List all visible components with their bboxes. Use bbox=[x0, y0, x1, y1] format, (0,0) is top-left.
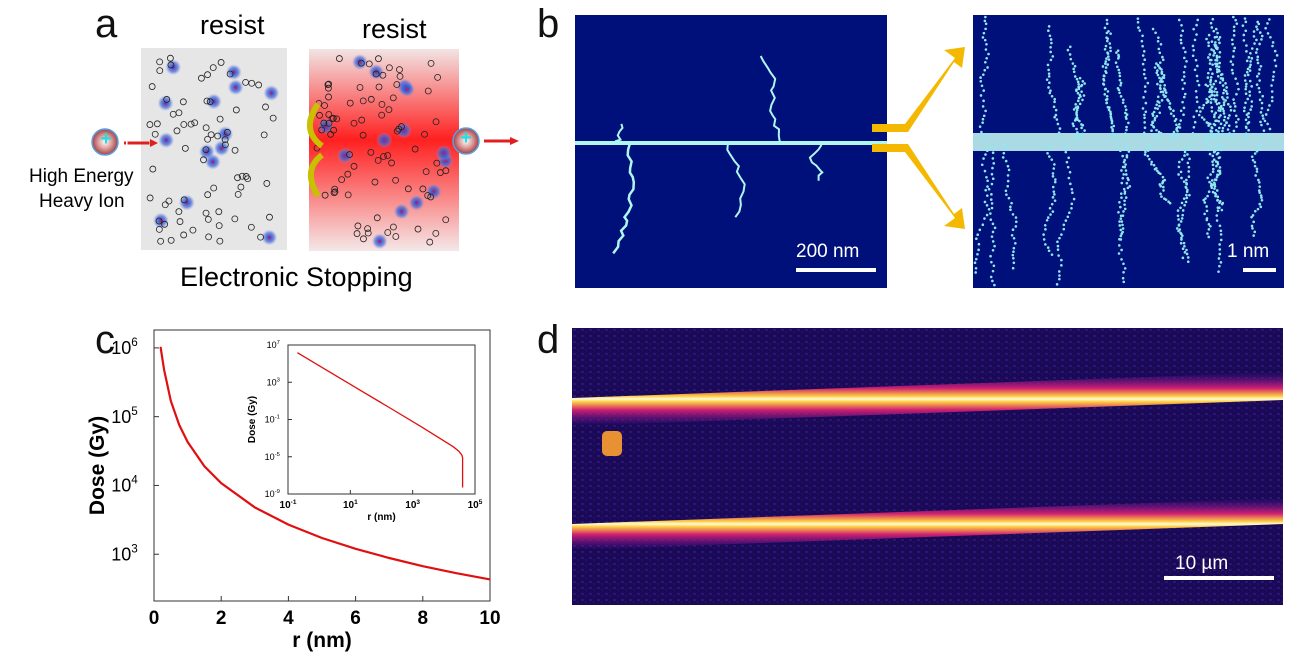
inset-ytick-label: 10-1 bbox=[265, 415, 280, 425]
inset-ylabel: Dose (Gy) bbox=[247, 396, 258, 443]
main-ytick-label: 103 bbox=[111, 542, 138, 564]
scale-label-1nm: 1 nm bbox=[1227, 241, 1270, 262]
scale-label-200nm: 200 nm bbox=[796, 241, 860, 262]
inset-ytick-label: 103 bbox=[267, 377, 280, 387]
main-xtick-label: 6 bbox=[350, 608, 361, 629]
panel-a-label: a bbox=[95, 2, 118, 46]
resist-box-right bbox=[309, 49, 459, 251]
main-xtick-label: 8 bbox=[418, 608, 429, 629]
scale-bar-10um bbox=[1164, 576, 1274, 580]
main-ytick-label: 105 bbox=[111, 405, 138, 427]
resist-label-left: resist bbox=[200, 10, 265, 40]
main-ytick-label: 104 bbox=[111, 474, 138, 496]
panel-b-label: b bbox=[537, 2, 560, 46]
zoom-arrows-icon bbox=[872, 47, 965, 229]
panel-c-label: c bbox=[95, 318, 115, 362]
main-plot-frame bbox=[153, 329, 491, 602]
electronic-stopping-caption: Electronic Stopping bbox=[180, 262, 413, 292]
inset-xlabel: r (nm) bbox=[367, 512, 395, 523]
inset-xtick-label: 105 bbox=[468, 499, 483, 511]
ion-plus-right: + bbox=[460, 127, 472, 149]
heavy-ion-icon-right bbox=[452, 127, 480, 155]
main-ylabel: Dose (Gy) bbox=[86, 416, 109, 515]
scale-bar-200nm bbox=[796, 268, 876, 272]
electronic-stopping-diagram bbox=[91, 48, 519, 251]
inset-series-dose bbox=[297, 352, 464, 488]
ion-label-line2: Heavy Ion bbox=[39, 191, 125, 212]
ion-plus-left: + bbox=[100, 128, 112, 150]
inset-xtick-label: 103 bbox=[405, 499, 420, 511]
inset-xtick-label: 101 bbox=[343, 499, 358, 511]
inset-ytick-label: 107 bbox=[267, 340, 280, 350]
resist-label-right: resist bbox=[362, 14, 427, 44]
main-series-dose bbox=[159, 346, 491, 581]
fluorescent-track-2 bbox=[572, 498, 1283, 550]
main-xlabel: r (nm) bbox=[292, 629, 352, 652]
scale-bar-1nm bbox=[1243, 268, 1276, 272]
main-xtick-label: 10 bbox=[479, 608, 500, 629]
heavy-ion-icon-left bbox=[91, 128, 119, 156]
panel-d-label: d bbox=[537, 318, 560, 362]
inset-ytick-label: 10-5 bbox=[265, 452, 280, 462]
ion-label-line1: High Energy bbox=[29, 166, 134, 187]
fluorescence-image bbox=[572, 328, 1283, 605]
main-xtick-label: 4 bbox=[283, 608, 294, 629]
main-xtick-label: 0 bbox=[149, 608, 160, 629]
inset-ytick-label: 10-9 bbox=[265, 489, 280, 499]
inset-xtick-label: 10-1 bbox=[280, 499, 297, 511]
fluorescent-track-1 bbox=[572, 372, 1283, 426]
inset-plot-frame bbox=[287, 344, 476, 495]
main-xtick-label: 2 bbox=[216, 608, 227, 629]
scale-label-10um: 10 µm bbox=[1175, 553, 1229, 574]
main-ytick-label: 106 bbox=[111, 336, 138, 358]
ion-track-simulation bbox=[575, 15, 1284, 288]
